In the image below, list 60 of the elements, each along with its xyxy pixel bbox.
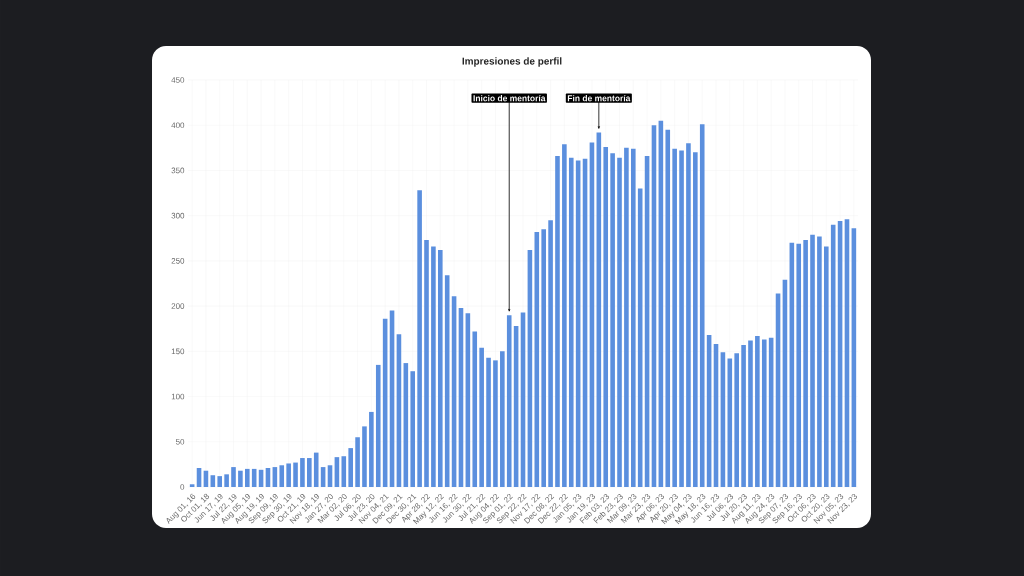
bar (341, 456, 347, 487)
bar (734, 353, 739, 487)
bar (417, 190, 422, 487)
bar (693, 152, 698, 487)
bar (293, 462, 298, 487)
bar (665, 129, 671, 487)
bar (313, 452, 319, 487)
bar (548, 220, 553, 487)
bar (486, 357, 491, 487)
bar (748, 340, 753, 487)
bar (279, 465, 285, 487)
bar (699, 124, 705, 487)
bar (686, 143, 691, 487)
bar (624, 147, 629, 487)
bar (810, 234, 815, 487)
bar (362, 426, 367, 487)
bar (244, 468, 250, 487)
bar (224, 474, 229, 487)
bar (286, 463, 291, 487)
bar (796, 243, 802, 487)
bar (761, 339, 767, 487)
annotation: Fin de mentoría (567, 94, 631, 102)
bar (348, 448, 353, 487)
bar (424, 240, 429, 487)
bar (307, 458, 312, 487)
bar (610, 153, 615, 487)
bar (472, 331, 478, 487)
bar (500, 351, 505, 487)
bar (817, 236, 822, 487)
bar (534, 231, 540, 487)
bar (238, 470, 243, 487)
bar (355, 437, 360, 487)
bar (189, 484, 195, 487)
bar (679, 150, 684, 487)
bar (493, 360, 498, 487)
bar (741, 344, 746, 487)
bar (631, 148, 636, 487)
bar (755, 335, 760, 487)
bar (824, 246, 829, 487)
bar (375, 364, 381, 487)
bar (541, 229, 546, 487)
bar (617, 157, 622, 487)
bar (231, 467, 236, 487)
bar (555, 155, 560, 487)
bar (672, 148, 677, 487)
bar (506, 315, 512, 487)
bar (479, 347, 484, 487)
bar (431, 246, 436, 487)
bar (410, 371, 416, 487)
bar (369, 411, 374, 487)
bar (803, 240, 808, 487)
bar (300, 458, 305, 487)
bar (217, 476, 223, 487)
bar (437, 250, 443, 487)
bar (727, 358, 733, 487)
annotation: Inicio de mentoría (473, 94, 546, 102)
bar (603, 146, 609, 487)
bar (568, 157, 574, 487)
chart-title: Impresiones de perfil (462, 57, 562, 67)
bar (562, 144, 567, 487)
